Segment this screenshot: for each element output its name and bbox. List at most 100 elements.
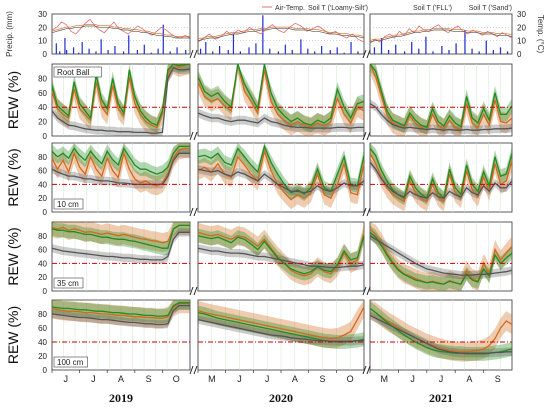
precip-bar <box>255 43 257 54</box>
air-temp-line <box>197 22 365 43</box>
precip-bars <box>55 15 509 55</box>
top-right-tick: 0 <box>517 50 522 59</box>
depth-label-box <box>53 356 88 368</box>
rew-band-fll <box>198 300 364 349</box>
month-label: J <box>410 374 415 384</box>
axis-ticks: 3020100302010080604020080604020080604020… <box>38 10 526 384</box>
rew-line-loamy_silt <box>51 66 191 134</box>
precip-bar <box>136 50 138 54</box>
precip-bar <box>388 50 390 54</box>
month-label: J <box>237 374 242 384</box>
precip-bar <box>492 50 494 54</box>
precip-bar <box>162 24 164 54</box>
precip-bar <box>441 46 443 54</box>
month-label: J <box>265 374 270 384</box>
rew-ytick: 0 <box>43 132 48 141</box>
precip-bar <box>232 34 235 54</box>
precip-bar <box>506 51 509 54</box>
precip-bar <box>343 52 345 54</box>
month-label: S <box>319 374 325 384</box>
year-label: 2019 <box>109 391 133 405</box>
rew-line-fll <box>369 307 513 353</box>
depth-label: Root Ball <box>57 68 90 77</box>
rew-axis-label: REW (%) <box>5 227 21 285</box>
precip-bar <box>72 47 75 54</box>
precip-bar <box>395 44 397 54</box>
precip-bar <box>380 38 383 54</box>
rew-band-loamy_silt <box>198 108 364 133</box>
rew-ytick: 40 <box>38 180 47 189</box>
rew-line-loamy_silt <box>197 168 365 194</box>
precip-bar <box>418 48 420 54</box>
rew-band-fll <box>52 222 190 253</box>
rew-ytick: 80 <box>38 310 47 319</box>
year-label: 2021 <box>429 391 453 405</box>
precip-bar <box>262 15 264 55</box>
precip-bar <box>227 50 229 54</box>
rew-ytick: 60 <box>38 89 47 98</box>
top-frame-1 <box>197 13 365 55</box>
axis-break <box>189 131 194 141</box>
axis-break <box>366 49 371 59</box>
precip-bar <box>107 50 109 54</box>
air-temp-line <box>369 24 513 44</box>
top-left-tick: 0 <box>43 50 48 59</box>
month-label: A <box>292 374 298 384</box>
precip-bar <box>411 42 413 54</box>
axis-break <box>366 365 371 375</box>
precip-bar <box>269 48 271 54</box>
rew-band-fll <box>370 300 512 362</box>
precip-bar <box>219 46 221 54</box>
rew-line-sand <box>197 63 365 126</box>
rew-ytick: 80 <box>38 74 47 83</box>
rew-band-fll <box>370 64 512 136</box>
precip-bar <box>478 51 480 54</box>
rew-line-loamy_silt <box>369 161 513 199</box>
soil-temp-fll-line <box>197 26 365 40</box>
series-lines <box>51 18 513 362</box>
precip-bar <box>122 51 125 54</box>
axis-break <box>193 49 198 59</box>
month-label: A <box>466 374 472 384</box>
top-frame-2 <box>369 13 513 55</box>
precip-bar <box>485 40 487 54</box>
rew-line-loamy_silt <box>51 304 190 326</box>
rew-ytick: 0 <box>43 366 48 375</box>
rew-line-sand <box>51 302 190 317</box>
rew-ytick: 20 <box>38 118 47 127</box>
precip-bar <box>205 42 207 54</box>
rew-band-loamy_silt <box>52 64 190 136</box>
axis-break <box>189 49 194 59</box>
month-label: J <box>91 374 96 384</box>
top-frame-0 <box>51 13 191 55</box>
rew-line-loamy_silt <box>369 103 513 131</box>
top-left-tick: 30 <box>38 10 47 19</box>
rew-band-sand <box>52 300 190 324</box>
rew-line-fll <box>197 306 365 340</box>
threshold-lines <box>52 106 512 343</box>
axis-break <box>362 365 367 375</box>
rew-line-fll <box>51 147 190 187</box>
rew-ytick: 40 <box>38 103 47 112</box>
rew-ytick: 60 <box>38 246 47 255</box>
precip-bar <box>314 51 316 54</box>
precip-bar <box>64 38 66 54</box>
rew-ytick: 60 <box>38 324 47 333</box>
precip-bar <box>307 48 309 54</box>
rew-line-sand <box>369 148 513 200</box>
month-label: M <box>208 374 216 384</box>
month-label: A <box>118 374 124 384</box>
temp-axis-label: Temp. (°C) <box>536 15 545 54</box>
precip-bar <box>321 46 323 54</box>
precip-bar <box>176 47 178 54</box>
axis-break <box>193 131 198 141</box>
axis-break <box>362 286 367 296</box>
precip-bar <box>403 51 406 54</box>
axis-break <box>193 207 198 217</box>
rew-line-loamy_silt <box>197 247 365 269</box>
precip-bar <box>185 50 187 54</box>
axis-breaks <box>189 49 371 375</box>
precip-bar <box>128 35 130 54</box>
rew-ytick: 20 <box>38 273 47 282</box>
